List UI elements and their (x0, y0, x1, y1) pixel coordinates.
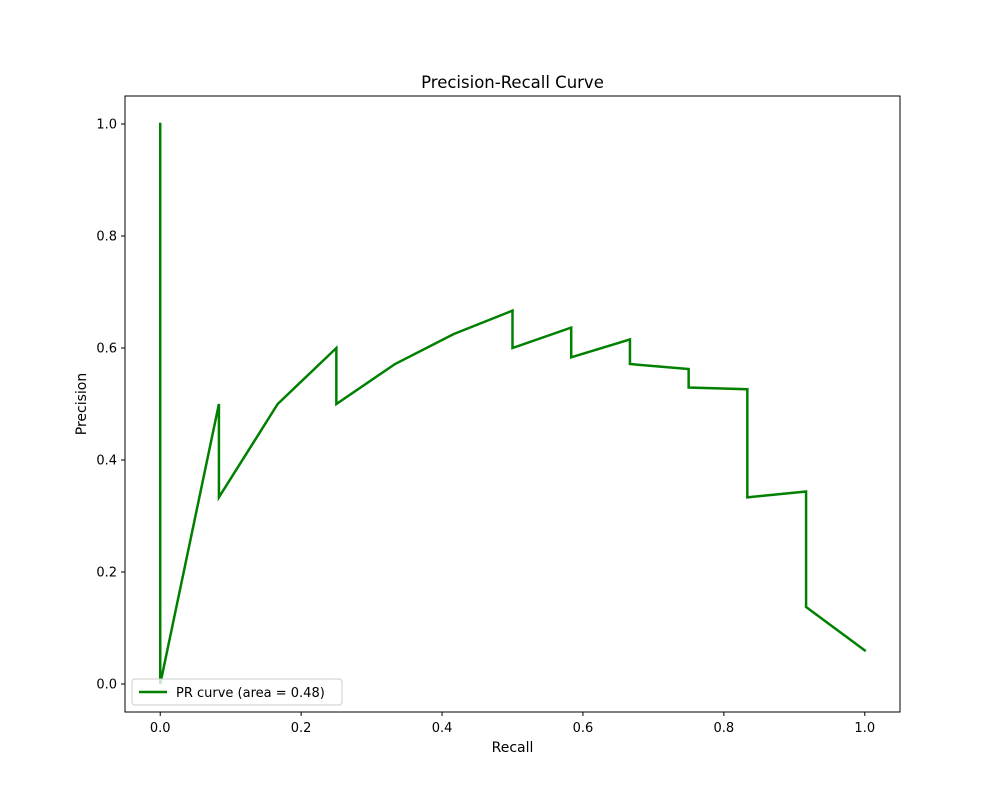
y-tick-label: 0.6 (96, 342, 117, 357)
x-tick-label: 0.6 (573, 721, 594, 736)
chart-title: Precision-Recall Curve (421, 73, 604, 92)
x-tick-label: 0.4 (432, 721, 453, 736)
y-tick-label: 0.0 (96, 678, 117, 693)
legend-label: PR curve (area = 0.48) (176, 686, 325, 701)
pr-curve-line (158, 122, 867, 685)
x-tick-label: 1.0 (854, 721, 875, 736)
legend: PR curve (area = 0.48) (131, 678, 343, 706)
y-tick-label: 0.8 (96, 230, 117, 245)
axis-ticks: 0.0 0.2 0.4 0.6 0.8 1.0 0.0 0.2 0.4 0.6 0.8 1.0 (96, 118, 875, 737)
y-tick-label: 0.2 (96, 566, 117, 581)
plot-area (125, 96, 900, 712)
legend-box (131, 678, 343, 706)
y-tick-label: 1.0 (96, 118, 117, 133)
x-axis-label: Recall (492, 740, 534, 756)
y-tick-label: 0.4 (96, 454, 117, 469)
x-tick-label: 0.2 (291, 721, 312, 736)
y-axis-label: Precision (74, 373, 90, 435)
x-tick-label: 0.8 (714, 721, 735, 736)
x-tick-label: 0.0 (150, 721, 171, 736)
series-layer (158, 122, 867, 685)
plot-frame (124, 95, 901, 713)
